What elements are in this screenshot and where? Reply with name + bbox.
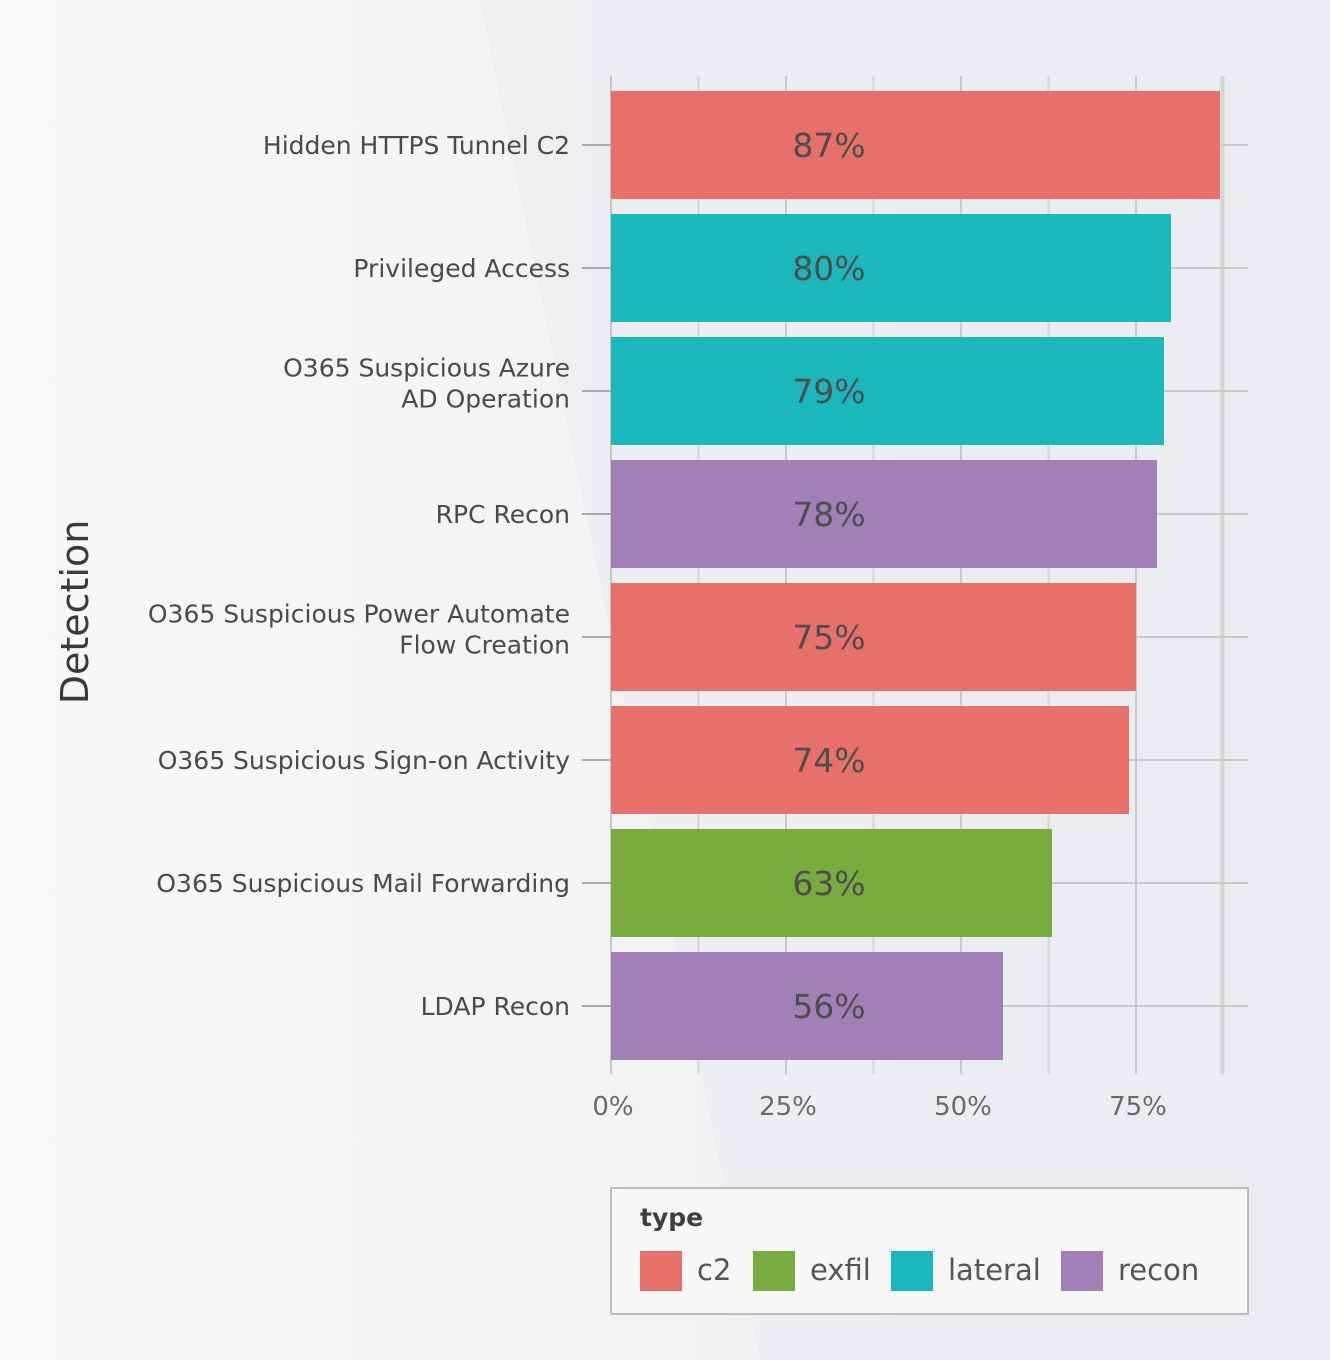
bar (611, 583, 1136, 691)
bar (611, 952, 1003, 1060)
bar-data-label: 78% (792, 495, 865, 534)
x-tick-label: 75% (1109, 1092, 1167, 1122)
bar-data-label: 79% (792, 372, 865, 411)
category-labels: Hidden HTTPS Tunnel C2 Privileged Access O… (148, 131, 611, 1021)
bar-data-label: 75% (792, 618, 865, 657)
legend-swatch (1061, 1251, 1103, 1291)
x-tick-label: 50% (934, 1092, 992, 1122)
legend-entry-label: recon (1118, 1253, 1199, 1287)
category-label: LDAP Recon (421, 992, 570, 1021)
legend-entry-label: c2 (697, 1253, 731, 1287)
category-label: Privileged Access (353, 254, 570, 283)
bar-data-label: 74% (792, 741, 865, 780)
x-axis-ticks: 0% 25% 50% 75% (592, 1092, 1167, 1122)
legend-title: type (640, 1203, 703, 1232)
bar (611, 91, 1220, 199)
x-tick-label: 0% (592, 1092, 633, 1122)
legend-entry-label: lateral (948, 1253, 1041, 1287)
legend: type c2 exfil lateral recon (610, 1187, 1249, 1315)
category-label: O365 Suspicious Power Automate Flow Creat… (148, 600, 570, 660)
bar (611, 337, 1164, 445)
bar (611, 214, 1171, 322)
bar-data-label: 80% (792, 249, 865, 288)
bar-data-label: 63% (792, 864, 865, 903)
bar (611, 829, 1052, 937)
category-label: RPC Recon (436, 500, 570, 529)
legend-swatch (640, 1251, 682, 1291)
y-axis-title: Detection (53, 520, 97, 705)
category-label: O365 Suspicious Sign-on Activity (158, 746, 570, 775)
bar (611, 460, 1157, 568)
bar-data-label: 56% (792, 987, 865, 1026)
legend-entry-label: exfil (810, 1253, 871, 1287)
legend-swatch (891, 1251, 933, 1291)
bar (611, 706, 1129, 814)
bars: 87% 80% 79% 78% 75% 74% 63% 56% (611, 91, 1220, 1060)
x-tick-label: 25% (759, 1092, 817, 1122)
legend-swatch (753, 1251, 795, 1291)
category-label: Hidden HTTPS Tunnel C2 (263, 131, 570, 160)
category-label: O365 Suspicious Mail Forwarding (156, 869, 570, 898)
category-label: O365 Suspicious Azure AD Operation (283, 354, 570, 414)
bar-data-label: 87% (792, 126, 865, 165)
